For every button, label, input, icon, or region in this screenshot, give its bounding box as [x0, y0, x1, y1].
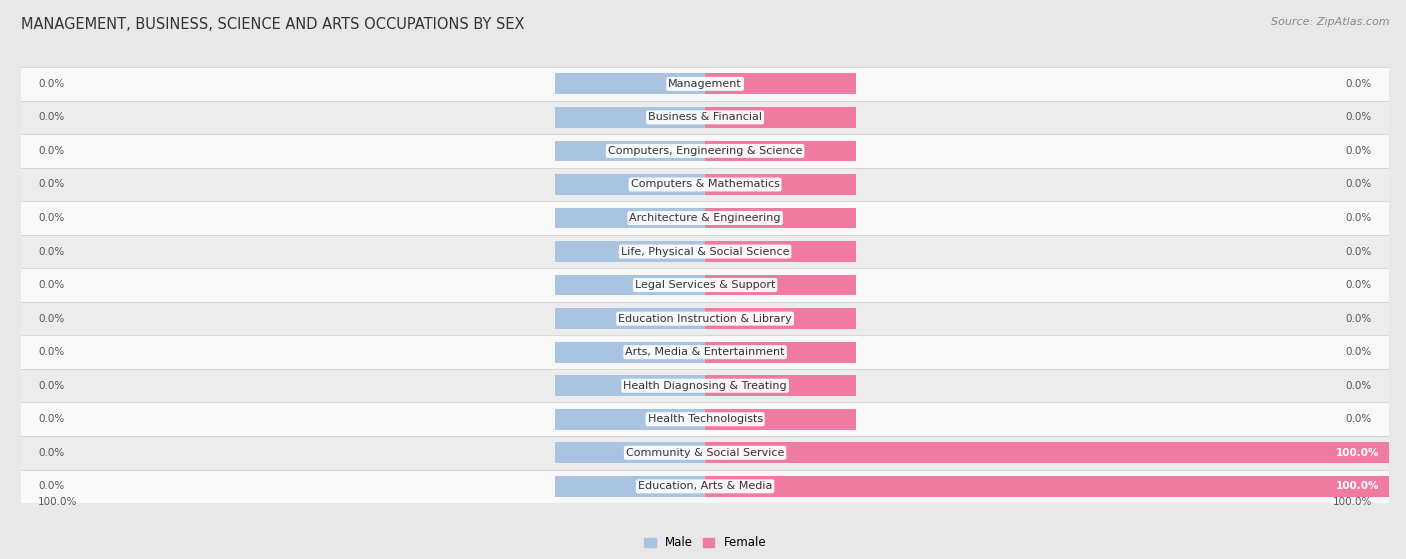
Text: 0.0%: 0.0%	[38, 79, 65, 89]
Bar	[554, 174, 706, 195]
Bar	[554, 476, 706, 497]
FancyBboxPatch shape	[21, 302, 1389, 335]
Text: 0.0%: 0.0%	[1346, 247, 1372, 257]
Bar	[706, 375, 856, 396]
Legend: Male, Female: Male, Female	[640, 532, 770, 554]
FancyBboxPatch shape	[21, 369, 1389, 402]
Text: 0.0%: 0.0%	[38, 146, 65, 156]
Bar	[706, 241, 856, 262]
Bar	[554, 241, 706, 262]
Text: 0.0%: 0.0%	[1346, 79, 1372, 89]
Text: 0.0%: 0.0%	[38, 314, 65, 324]
Text: Arts, Media & Entertainment: Arts, Media & Entertainment	[626, 347, 785, 357]
Text: Education, Arts & Media: Education, Arts & Media	[638, 481, 772, 491]
FancyBboxPatch shape	[21, 134, 1389, 168]
Text: 0.0%: 0.0%	[1346, 112, 1372, 122]
Bar	[706, 274, 856, 296]
Bar	[554, 308, 706, 329]
Text: Computers & Mathematics: Computers & Mathematics	[631, 179, 779, 190]
Bar	[554, 375, 706, 396]
Bar	[706, 442, 1389, 463]
Text: Health Technologists: Health Technologists	[648, 414, 762, 424]
Text: Architecture & Engineering: Architecture & Engineering	[630, 213, 780, 223]
Bar	[706, 476, 1389, 497]
Text: 0.0%: 0.0%	[38, 280, 65, 290]
FancyBboxPatch shape	[21, 335, 1389, 369]
Text: 0.0%: 0.0%	[1346, 213, 1372, 223]
Bar	[706, 207, 856, 229]
Bar	[554, 274, 706, 296]
Text: MANAGEMENT, BUSINESS, SCIENCE AND ARTS OCCUPATIONS BY SEX: MANAGEMENT, BUSINESS, SCIENCE AND ARTS O…	[21, 17, 524, 32]
Text: 100.0%: 100.0%	[38, 497, 77, 507]
Text: Health Diagnosing & Treating: Health Diagnosing & Treating	[623, 381, 787, 391]
Bar	[706, 174, 856, 195]
Bar	[554, 207, 706, 229]
Text: Management: Management	[668, 79, 742, 89]
Bar	[706, 342, 856, 363]
Text: 0.0%: 0.0%	[1346, 314, 1372, 324]
Text: Life, Physical & Social Science: Life, Physical & Social Science	[621, 247, 789, 257]
Text: 100.0%: 100.0%	[1333, 497, 1372, 507]
Text: 0.0%: 0.0%	[1346, 179, 1372, 190]
Text: 0.0%: 0.0%	[38, 213, 65, 223]
Text: 0.0%: 0.0%	[38, 112, 65, 122]
Text: Community & Social Service: Community & Social Service	[626, 448, 785, 458]
Bar	[706, 308, 856, 329]
Bar	[554, 342, 706, 363]
Text: 0.0%: 0.0%	[38, 247, 65, 257]
Bar	[554, 442, 706, 463]
Text: 0.0%: 0.0%	[38, 414, 65, 424]
Bar	[706, 409, 856, 430]
Text: 0.0%: 0.0%	[1346, 347, 1372, 357]
Text: 0.0%: 0.0%	[38, 481, 65, 491]
Text: Education Instruction & Library: Education Instruction & Library	[619, 314, 792, 324]
Text: Computers, Engineering & Science: Computers, Engineering & Science	[607, 146, 803, 156]
Bar	[554, 409, 706, 430]
Text: 0.0%: 0.0%	[38, 381, 65, 391]
FancyBboxPatch shape	[21, 402, 1389, 436]
Text: 0.0%: 0.0%	[38, 448, 65, 458]
Text: 0.0%: 0.0%	[1346, 280, 1372, 290]
FancyBboxPatch shape	[21, 168, 1389, 201]
Text: Legal Services & Support: Legal Services & Support	[636, 280, 775, 290]
FancyBboxPatch shape	[21, 235, 1389, 268]
FancyBboxPatch shape	[21, 268, 1389, 302]
FancyBboxPatch shape	[21, 436, 1389, 470]
Bar	[554, 73, 706, 94]
FancyBboxPatch shape	[21, 201, 1389, 235]
Text: 0.0%: 0.0%	[38, 179, 65, 190]
Text: 100.0%: 100.0%	[1336, 481, 1379, 491]
Text: 100.0%: 100.0%	[1336, 448, 1379, 458]
FancyBboxPatch shape	[21, 470, 1389, 503]
Text: 0.0%: 0.0%	[38, 347, 65, 357]
Bar	[554, 140, 706, 162]
Bar	[706, 73, 856, 94]
Text: 0.0%: 0.0%	[1346, 146, 1372, 156]
Text: 0.0%: 0.0%	[1346, 414, 1372, 424]
Bar	[706, 140, 856, 162]
Text: Source: ZipAtlas.com: Source: ZipAtlas.com	[1271, 17, 1389, 27]
Text: 0.0%: 0.0%	[1346, 381, 1372, 391]
Bar	[706, 107, 856, 128]
FancyBboxPatch shape	[21, 67, 1389, 101]
FancyBboxPatch shape	[21, 101, 1389, 134]
Text: Business & Financial: Business & Financial	[648, 112, 762, 122]
Bar	[554, 107, 706, 128]
